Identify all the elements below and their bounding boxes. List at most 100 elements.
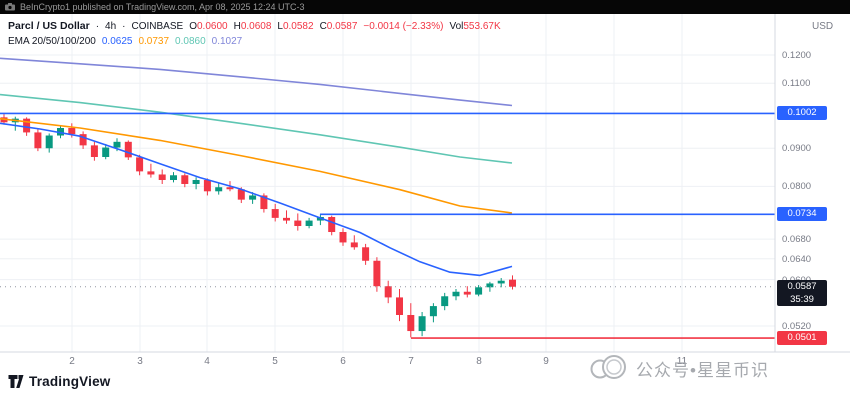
ema-line-200 bbox=[0, 57, 513, 107]
candle-body bbox=[68, 127, 76, 135]
price-tick-label: 0.0800 bbox=[782, 181, 812, 193]
candle-body bbox=[271, 209, 279, 218]
candle-body bbox=[45, 135, 53, 149]
symbol-row[interactable]: Parcl / US Dollar · 4h · COINBASE O0.060… bbox=[8, 20, 501, 32]
candle-body bbox=[418, 316, 426, 332]
time-tick-label: 7 bbox=[408, 356, 414, 367]
separator-dot: · bbox=[95, 21, 100, 32]
candle-body bbox=[181, 175, 189, 184]
publish-text: BeInCrypto1 published on TradingView.com… bbox=[20, 2, 305, 12]
price-tick-label: 0.1100 bbox=[782, 78, 811, 90]
change-value: −0.0014 (−2.33%) bbox=[363, 21, 444, 32]
candle-body bbox=[260, 195, 268, 210]
candle-body bbox=[396, 297, 403, 315]
candle-body bbox=[215, 187, 223, 192]
candle-body bbox=[124, 141, 132, 158]
separator-dot: · bbox=[122, 21, 126, 32]
candle-body bbox=[283, 217, 290, 221]
last-price-value: 0.0587 bbox=[787, 280, 817, 292]
candle-body bbox=[373, 260, 381, 287]
price-tick-label: 0.0680 bbox=[782, 234, 812, 246]
tradingview-logo-icon bbox=[8, 375, 24, 388]
time-tick-label: 2 bbox=[69, 356, 75, 367]
ema-line-100 bbox=[0, 93, 513, 164]
candle-body bbox=[407, 314, 415, 332]
price-tick-label: 0.0900 bbox=[782, 143, 812, 155]
candle-body bbox=[79, 134, 87, 146]
ema-line-50 bbox=[0, 117, 513, 214]
ema100-value: 0.0860 bbox=[175, 36, 206, 47]
price-tick-label: 0.1200 bbox=[782, 50, 812, 61]
coins-icon bbox=[590, 355, 626, 379]
price-axis[interactable]: 0.12000.11000.09000.08000.06800.06400.06… bbox=[775, 0, 850, 352]
time-tick-label: 6 bbox=[340, 356, 346, 367]
price-level-badge: 0.0734 bbox=[777, 207, 827, 222]
candle-body bbox=[237, 189, 245, 200]
candle-body bbox=[384, 286, 392, 298]
candle-body bbox=[158, 174, 166, 180]
candle-body bbox=[170, 175, 177, 180]
price-tick-label: 0.0520 bbox=[782, 321, 812, 333]
candle-body bbox=[362, 247, 370, 261]
candle-body bbox=[463, 291, 471, 295]
tradingview-logo-text: TradingView bbox=[29, 374, 111, 389]
time-tick-label: 9 bbox=[543, 356, 549, 367]
candle-body bbox=[203, 179, 211, 192]
time-tick-label: 11 bbox=[676, 356, 688, 367]
candle-body bbox=[486, 283, 494, 288]
candle-body bbox=[509, 279, 516, 287]
interval-label: 4h bbox=[105, 21, 117, 32]
bar-countdown: 35:39 bbox=[790, 293, 814, 305]
last-price-badge: 0.0587 35:39 bbox=[777, 279, 827, 306]
ema-title: EMA 20/50/100/200 bbox=[8, 36, 96, 47]
candle-body bbox=[497, 280, 505, 284]
publish-bar: BeInCrypto1 published on TradingView.com… bbox=[0, 0, 850, 14]
price-level-badge: 0.1002 bbox=[777, 106, 827, 121]
tradingview-logo[interactable]: TradingView bbox=[8, 374, 110, 389]
candle-body bbox=[102, 147, 110, 157]
candle-body bbox=[113, 141, 121, 148]
watermark-text: 公众号•星星币识 bbox=[636, 360, 769, 380]
candle-body bbox=[294, 220, 302, 227]
close-value: C0.0587 bbox=[319, 21, 358, 32]
candle-body bbox=[350, 242, 358, 248]
symbol-name: Parcl / US Dollar bbox=[8, 20, 90, 32]
candle-body bbox=[452, 291, 460, 297]
time-tick-label: 5 bbox=[272, 356, 278, 367]
candle-body bbox=[90, 145, 98, 157]
volume-value: Vol553.67K bbox=[449, 21, 501, 32]
time-tick-label: 8 bbox=[476, 356, 482, 367]
ema20-value: 0.0625 bbox=[101, 36, 133, 47]
currency-label: USD bbox=[812, 21, 834, 32]
high-value: H0.0608 bbox=[233, 21, 272, 32]
candle-body bbox=[136, 157, 144, 172]
camera-icon bbox=[5, 3, 15, 11]
candle-body bbox=[34, 132, 42, 149]
candle-body bbox=[23, 118, 31, 133]
candle-body bbox=[328, 216, 336, 233]
candle-body bbox=[249, 195, 257, 200]
ema50-value: 0.0737 bbox=[138, 36, 170, 47]
candle-body bbox=[475, 287, 483, 295]
chart-legend: Parcl / US Dollar · 4h · COINBASE O0.060… bbox=[8, 20, 501, 51]
candle-body bbox=[226, 187, 234, 190]
time-tick-label: 3 bbox=[137, 356, 143, 367]
open-value: O0.0600 bbox=[189, 21, 228, 32]
exchange-label: COINBASE bbox=[131, 21, 184, 32]
low-value: L0.0582 bbox=[277, 21, 314, 32]
candle-body bbox=[57, 127, 64, 136]
watermark: 公众号•星星币识 bbox=[588, 353, 769, 383]
price-tick-label: 0.0640 bbox=[782, 253, 812, 265]
time-tick-label: 4 bbox=[204, 356, 210, 367]
ema-row[interactable]: EMA 20/50/100/200 0.0625 0.0737 0.0860 0… bbox=[8, 36, 501, 47]
candle-body bbox=[192, 179, 200, 184]
candle-body bbox=[305, 220, 313, 227]
price-level-badge: 0.0501 bbox=[777, 331, 827, 346]
candle-body bbox=[339, 232, 347, 243]
candle-body bbox=[441, 296, 449, 307]
candle-body bbox=[429, 306, 437, 317]
ema200-value: 0.1027 bbox=[211, 36, 243, 47]
ema-line-20 bbox=[0, 122, 513, 277]
